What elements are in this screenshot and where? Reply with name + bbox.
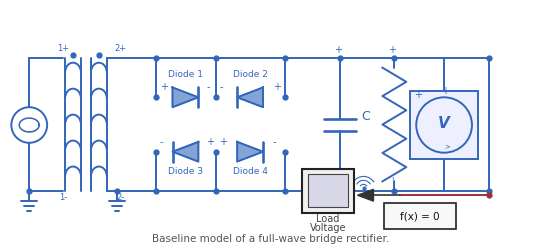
Polygon shape [172, 142, 198, 162]
Text: -: - [159, 136, 163, 146]
Text: +: + [441, 86, 449, 96]
Text: 1-: 1- [59, 193, 67, 201]
Text: 2-: 2- [117, 193, 125, 201]
Text: ': ' [391, 176, 393, 186]
Text: -: - [207, 82, 210, 92]
Text: C: C [362, 109, 370, 122]
Text: f(x) = 0: f(x) = 0 [401, 211, 440, 221]
Text: Load: Load [412, 120, 436, 131]
Text: +: + [207, 136, 214, 146]
Polygon shape [237, 142, 263, 162]
FancyBboxPatch shape [410, 92, 478, 159]
Text: Diode 1: Diode 1 [168, 69, 203, 78]
Text: Voltage: Voltage [309, 222, 346, 232]
Polygon shape [237, 88, 263, 108]
Text: -: - [220, 82, 223, 92]
FancyBboxPatch shape [308, 175, 347, 207]
FancyBboxPatch shape [384, 203, 456, 229]
Text: -: - [273, 136, 276, 146]
Text: +: + [414, 90, 422, 100]
Text: 2+: 2+ [115, 44, 127, 53]
FancyBboxPatch shape [302, 169, 353, 213]
Text: Diode 4: Diode 4 [233, 167, 268, 176]
Text: +: + [334, 45, 341, 55]
Polygon shape [172, 88, 198, 108]
Text: Load: Load [316, 213, 339, 223]
Polygon shape [358, 190, 373, 201]
Text: Diode 3: Diode 3 [168, 167, 203, 176]
Text: +: + [389, 45, 396, 55]
Text: ': ' [337, 174, 339, 184]
Text: Diode 2: Diode 2 [233, 69, 268, 78]
Text: +: + [220, 136, 227, 146]
Text: +: + [273, 82, 281, 92]
Text: >: > [444, 143, 450, 149]
Text: 1+: 1+ [57, 44, 69, 53]
Text: +: + [159, 82, 167, 92]
Text: Baseline model of a full-wave bridge rectifier.: Baseline model of a full-wave bridge rec… [152, 233, 390, 243]
Text: V: V [438, 115, 450, 130]
